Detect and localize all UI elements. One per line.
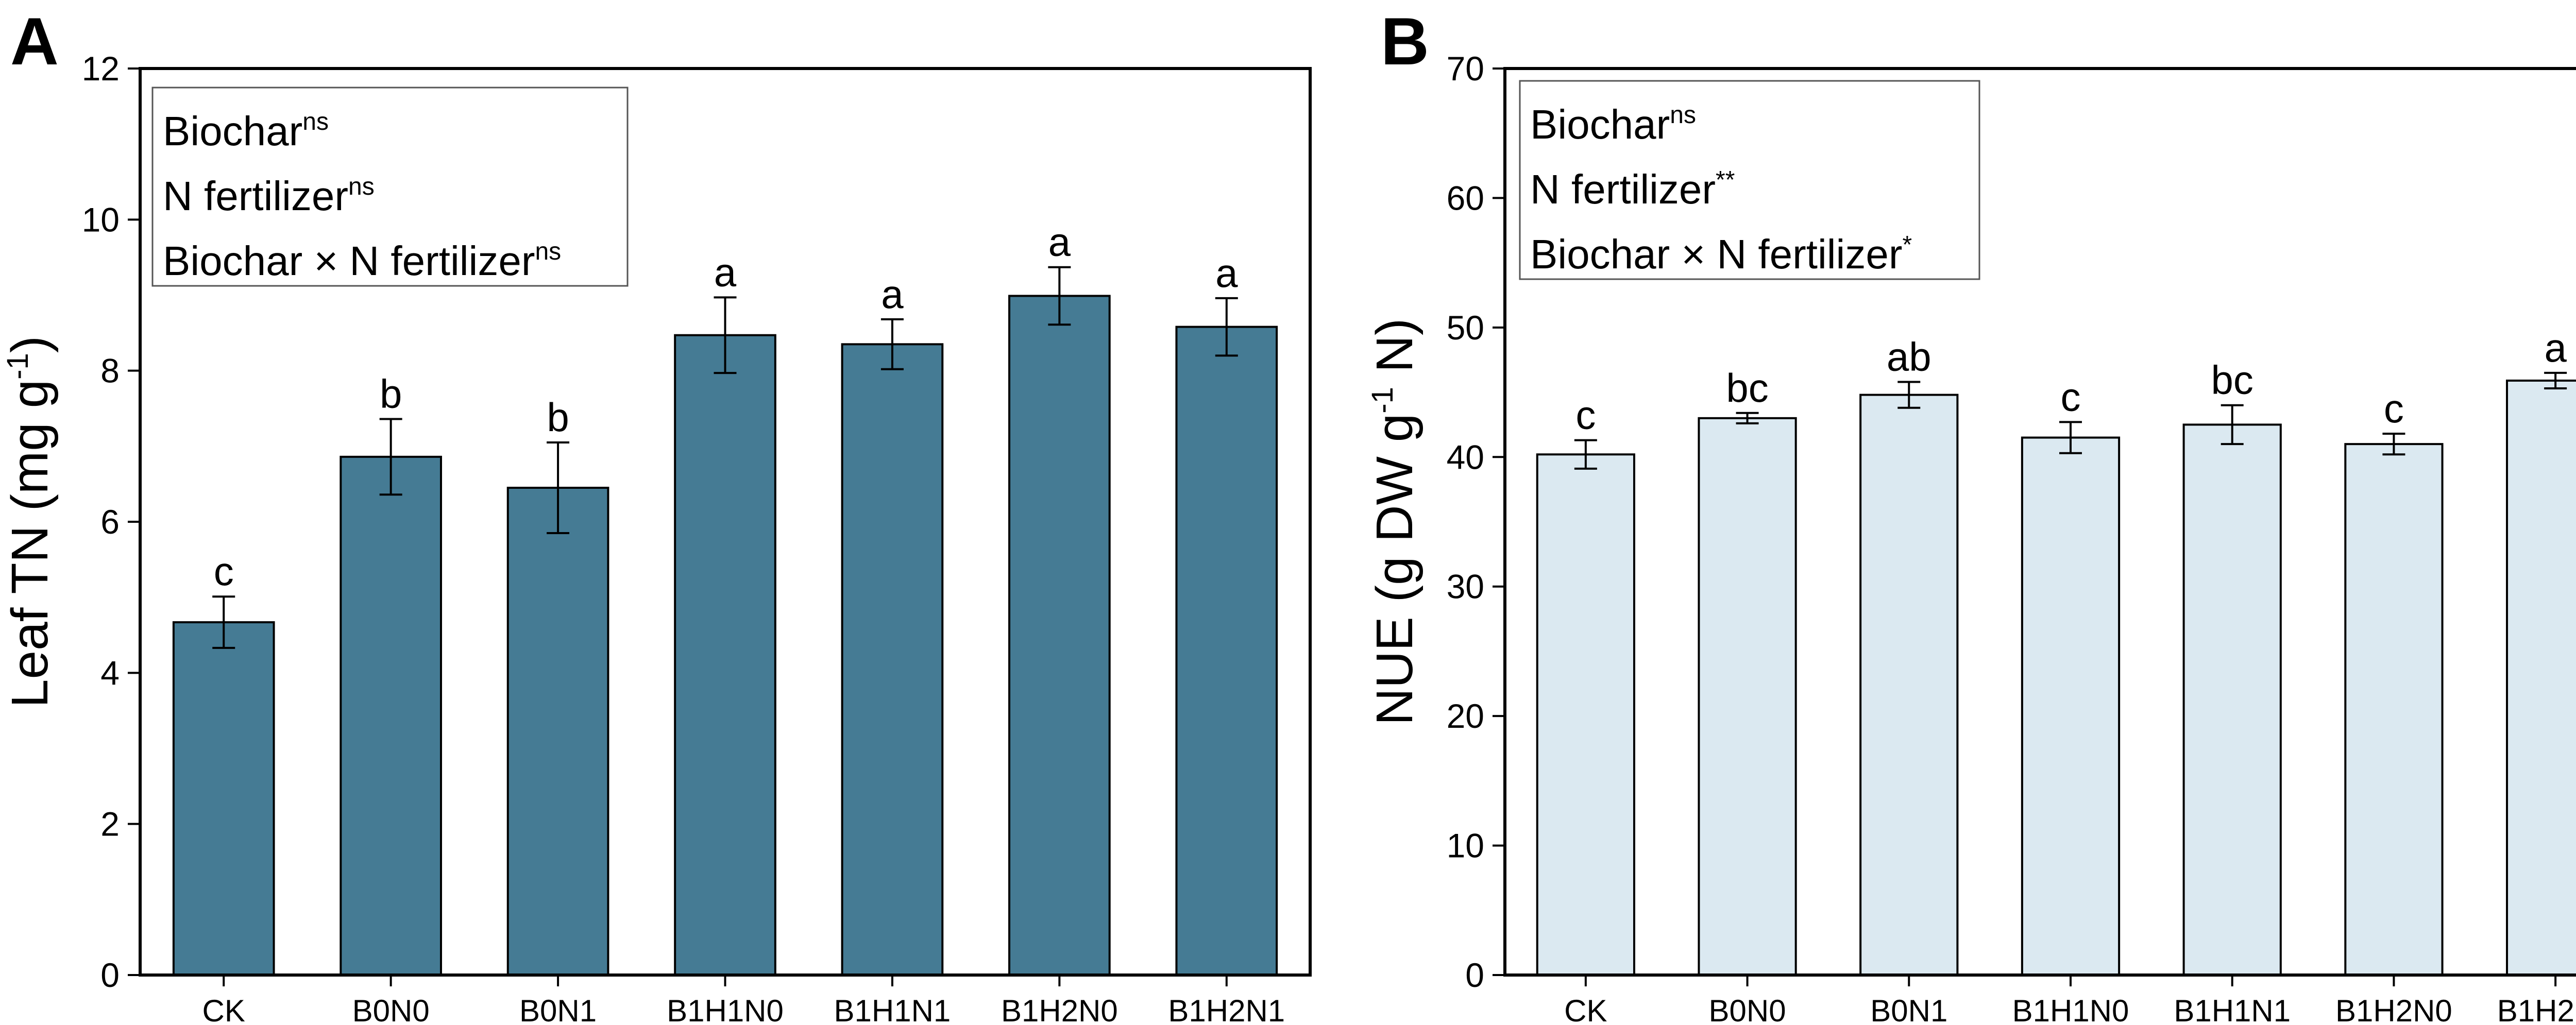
x-tick-label: CK xyxy=(1564,994,1607,1025)
bar xyxy=(1698,417,1797,976)
y-tick-label: 60 xyxy=(1447,179,1484,217)
significance-letter: b xyxy=(547,395,569,440)
y-tick-label: 70 xyxy=(1447,49,1484,88)
bar xyxy=(172,621,275,976)
significance-letter: c xyxy=(2061,374,2081,419)
significance-letter: a xyxy=(714,249,737,295)
panel-b-y-axis-title: NUE (g DW g-1 N) xyxy=(1366,318,1423,726)
x-tick-label: B1H1N1 xyxy=(2174,994,2291,1025)
significance-letter: bc xyxy=(1726,365,1768,411)
plot-frame xyxy=(1503,67,2576,977)
y-tick-label: 10 xyxy=(82,200,120,238)
bar xyxy=(674,334,776,977)
panel-a-legend-box xyxy=(151,87,629,287)
significance-letter: c xyxy=(2384,386,2404,431)
y-tick-label: 20 xyxy=(1447,697,1484,735)
y-tick-label: 30 xyxy=(1447,568,1484,606)
bar xyxy=(1008,295,1111,976)
x-tick-label: B1H2N1 xyxy=(2497,994,2576,1025)
panel-a-y-axis-title: Leaf TN (mg g-1) xyxy=(1,336,59,708)
bar xyxy=(2344,443,2444,977)
panel-a-chart: Ac CK b B0N0 b B0N1 a B1H1N0 a B1H1N1 a B1H2N0 a B1H2… xyxy=(1,4,1312,1025)
legend-entry: Biochar × N fertilizerns xyxy=(163,238,561,284)
x-tick-label: B0N0 xyxy=(352,994,430,1025)
x-tick-label: B1H1N1 xyxy=(834,994,951,1025)
x-tick-label: B1H2N1 xyxy=(1168,994,1285,1025)
bar xyxy=(2021,436,2121,976)
x-tick-label: B1H1N0 xyxy=(2012,994,2129,1025)
x-tick-label: B0N1 xyxy=(519,994,597,1025)
significance-letter: a xyxy=(1048,219,1071,265)
legend-entry: N fertilizerns xyxy=(163,173,375,219)
significance-letter: c xyxy=(214,549,234,594)
significance-letter: ab xyxy=(1887,334,1931,379)
panel-a-letter: A xyxy=(10,4,59,79)
y-tick-label: 40 xyxy=(1447,438,1484,476)
x-tick-label: B0N1 xyxy=(1870,994,1947,1025)
panel-b-legend-box xyxy=(1519,80,1980,280)
panel-b-chart: Bc CK bc B0N0 ab B0N1 c B1H1N0 bc B1H1N1 c B1H2N0 a B… xyxy=(1366,4,2576,1025)
y-tick-label: 10 xyxy=(1447,827,1484,865)
bar xyxy=(340,455,442,976)
bar xyxy=(506,487,609,976)
y-tick-label: 50 xyxy=(1447,309,1484,347)
y-tick-label: 12 xyxy=(82,49,120,88)
panel-b-letter: B xyxy=(1381,4,1429,79)
significance-letter: a xyxy=(1215,250,1238,296)
x-tick-label: B1H2N0 xyxy=(1001,994,1118,1025)
y-tick-label: 8 xyxy=(100,352,120,390)
significance-letter: b xyxy=(380,371,402,417)
significance-letter: a xyxy=(2544,325,2567,370)
bar xyxy=(2506,379,2576,976)
significance-letter: c xyxy=(1575,392,1596,438)
y-tick-label: 0 xyxy=(100,956,120,994)
bar xyxy=(2182,423,2282,976)
legend-entry: Biocharns xyxy=(1530,101,1696,147)
significance-letter: a xyxy=(881,271,904,317)
legend-entry: Biocharns xyxy=(163,108,329,154)
y-tick-label: 0 xyxy=(1465,956,1484,994)
legend-entry: Biochar × N fertilizer* xyxy=(1530,231,1912,277)
y-tick-label: 6 xyxy=(100,503,120,541)
x-tick-label: CK xyxy=(202,994,245,1025)
bar xyxy=(1536,453,1635,976)
bar xyxy=(1859,394,1959,976)
x-tick-label: B1H1N0 xyxy=(667,994,784,1025)
significance-letter: bc xyxy=(2211,357,2253,403)
x-tick-label: B1H2N0 xyxy=(2335,994,2452,1025)
plot-frame xyxy=(139,67,1312,977)
legend-entry: N fertilizer** xyxy=(1530,166,1735,212)
bar xyxy=(841,343,944,976)
bar xyxy=(1175,326,1278,976)
y-tick-label: 2 xyxy=(100,805,120,843)
y-tick-label: 4 xyxy=(100,654,120,692)
x-tick-label: B0N0 xyxy=(1709,994,1786,1025)
